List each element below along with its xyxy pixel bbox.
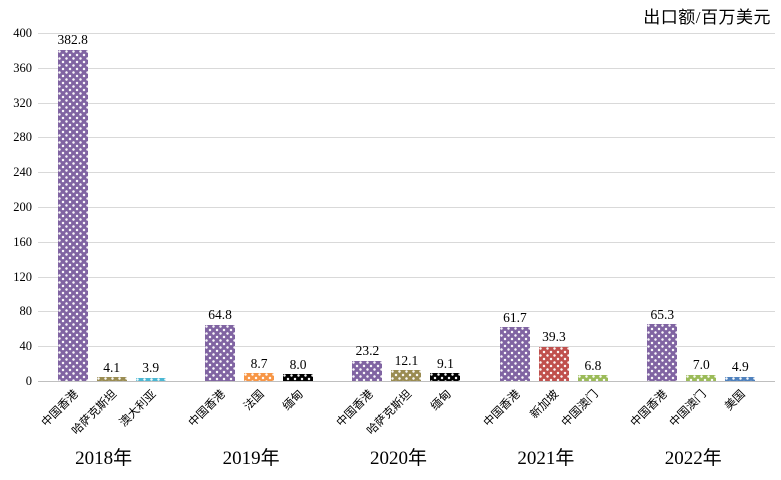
- bar: [135, 377, 166, 381]
- gridline: [38, 241, 775, 243]
- year-label: 2018年: [75, 448, 133, 469]
- y-tick-label: 280: [13, 130, 32, 145]
- bar-value-label: 4.1: [103, 359, 121, 375]
- bar: [686, 374, 717, 381]
- y-tick-label: 0: [25, 373, 32, 388]
- year-label: 2022年: [664, 448, 722, 469]
- bar-column: 9.1: [430, 33, 461, 381]
- bar-column: 6.8: [577, 33, 608, 381]
- bar-value-label: 61.7: [503, 309, 527, 325]
- chart-title: 出口额/百万美元: [643, 8, 771, 27]
- gridline: [38, 207, 775, 208]
- gridline: [38, 311, 775, 313]
- bar-value-label: 23.2: [355, 343, 380, 359]
- bar-column: 4.1: [96, 33, 127, 381]
- category-label: 新加坡: [528, 388, 562, 422]
- y-tick-label: 360: [13, 60, 32, 75]
- gridline: [38, 137, 775, 139]
- bar-column: 64.8: [205, 33, 236, 381]
- bar: [647, 324, 678, 381]
- bar: [391, 370, 422, 381]
- bar-value-label: 382.8: [57, 32, 88, 47]
- plot-area: 382.8 4.1 3.9 64.8 8.7 8.0 23.2 12.1 9.1 61.7 39.3…: [38, 33, 775, 381]
- bar-column: 8.7: [244, 33, 275, 381]
- gridline: [38, 102, 775, 104]
- bar-value-label: 8.0: [289, 356, 307, 372]
- bar: [725, 376, 756, 381]
- category-label: 中国香港: [186, 388, 228, 430]
- gridline: [38, 276, 775, 278]
- bar: [430, 373, 461, 381]
- y-tick-label: 320: [13, 95, 32, 110]
- bar-column: 39.3: [538, 33, 569, 381]
- bar-value-label: 12.1: [394, 352, 419, 368]
- y-tick-label: 400: [13, 25, 32, 40]
- bar-value-label: 39.3: [542, 329, 566, 345]
- bar-column: 65.3: [647, 33, 678, 381]
- bar-column: 8.0: [283, 33, 314, 381]
- category-label: 美国: [723, 388, 749, 414]
- bar-group: 61.7 39.3 6.8: [480, 33, 627, 381]
- y-tick-label: 160: [13, 234, 32, 249]
- category-label: 法国: [242, 388, 267, 414]
- bar-group: 64.8 8.7 8.0: [185, 33, 332, 381]
- bar-column: 61.7: [499, 33, 530, 381]
- bar: [283, 374, 314, 381]
- y-tick-label: 200: [13, 199, 32, 214]
- category-label: 中国澳门: [559, 388, 601, 430]
- bar: [538, 346, 569, 381]
- bar-value-label: 9.1: [437, 355, 454, 371]
- bar: [244, 373, 275, 381]
- category-label: 中国香港: [629, 388, 671, 430]
- y-tick-label: 120: [13, 269, 32, 284]
- category-label: 中国香港: [481, 388, 523, 430]
- bar-value-label: 3.9: [142, 360, 160, 376]
- bar-column: 4.9: [725, 33, 756, 381]
- y-tick-label: 240: [13, 164, 32, 179]
- year-label: 2020年: [369, 448, 428, 469]
- y-tick-label: 40: [19, 338, 33, 353]
- bar-group: 382.8 4.1 3.9: [38, 33, 185, 381]
- category-label: 澳大利亚: [117, 388, 159, 430]
- gridline: [38, 172, 775, 174]
- bar: [57, 49, 88, 381]
- gridline: [38, 67, 775, 69]
- category-label: 中国澳门: [668, 388, 710, 430]
- bar-column: 3.9: [135, 33, 166, 381]
- gridline: [38, 33, 775, 34]
- bar: [352, 360, 383, 381]
- category-label: 缅甸: [281, 388, 306, 414]
- bar: [499, 327, 530, 381]
- bar-value-label: 64.8: [208, 307, 232, 323]
- bar-value-label: 8.7: [250, 355, 268, 371]
- bar-value-label: 4.9: [731, 359, 749, 375]
- gridline: [38, 346, 775, 348]
- year-label: 2019年: [222, 448, 280, 469]
- bar-column: 23.2: [352, 33, 383, 381]
- year-label: 2021年: [517, 448, 575, 469]
- category-label: 缅甸: [428, 388, 454, 414]
- bar-column: 12.1: [391, 33, 422, 381]
- bar-group: 65.3 7.0 4.9: [628, 33, 775, 381]
- bar-column: 382.8: [58, 33, 88, 381]
- bar: [96, 377, 127, 381]
- y-tick-label: 80: [19, 304, 33, 319]
- bar: [577, 375, 608, 381]
- bar-group: 23.2 12.1 9.1: [333, 33, 480, 381]
- bar-value-label: 65.3: [650, 306, 675, 322]
- x-axis-line: [38, 381, 775, 382]
- bar-column: 7.0: [686, 33, 717, 381]
- bar-value-label: 6.8: [584, 357, 602, 373]
- bar: [205, 324, 236, 381]
- bar-value-label: 7.0: [692, 357, 710, 373]
